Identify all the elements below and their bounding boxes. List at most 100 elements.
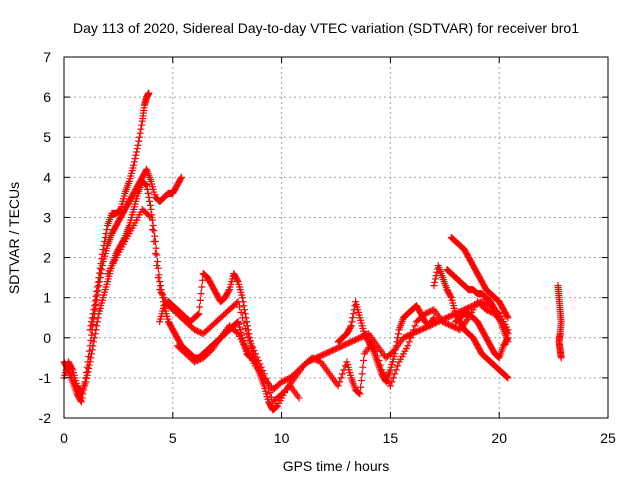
data-point <box>502 373 510 381</box>
data-point <box>146 201 154 209</box>
data-point <box>391 350 399 358</box>
data-point <box>156 278 164 286</box>
data-point <box>151 250 159 258</box>
data-point <box>237 308 245 316</box>
data-point <box>82 375 90 383</box>
data-point <box>96 278 104 286</box>
data-point <box>238 294 246 302</box>
data-point <box>244 322 252 330</box>
data-point <box>93 291 101 299</box>
data-point <box>347 322 355 330</box>
x-axis-label: GPS time / hours <box>283 458 390 474</box>
data-point <box>142 181 150 189</box>
data-point <box>90 338 98 346</box>
series-track-m <box>554 282 565 362</box>
data-point <box>148 225 156 233</box>
series-track-e <box>156 270 281 414</box>
data-point <box>100 242 108 250</box>
data-point <box>90 302 98 310</box>
data-point <box>154 274 162 282</box>
data-point <box>131 155 139 163</box>
data-point <box>98 250 106 258</box>
data-point <box>150 238 158 246</box>
data-point <box>405 338 413 346</box>
y-axis-label: SDTVAR / TECUs <box>6 182 22 294</box>
data-point <box>178 173 186 181</box>
data-point <box>149 221 157 229</box>
data-point <box>246 334 254 342</box>
data-point <box>90 334 98 342</box>
data-point <box>96 264 104 272</box>
data-point <box>137 125 145 133</box>
data-point <box>431 278 439 286</box>
data-point <box>430 314 438 322</box>
data-point <box>93 318 101 326</box>
y-tick-label: 1 <box>43 290 51 306</box>
x-tick-label: 10 <box>274 430 290 446</box>
series-track-k <box>447 234 512 322</box>
series-track-h <box>334 298 438 386</box>
data-point <box>133 145 141 153</box>
data-point <box>88 346 96 354</box>
data-point <box>233 276 241 284</box>
data-point <box>359 363 367 371</box>
data-point <box>154 258 162 266</box>
data-point <box>153 262 161 270</box>
data-point <box>356 390 364 398</box>
data-point <box>94 314 102 322</box>
data-point <box>198 283 206 291</box>
series-track-i <box>430 262 512 382</box>
data-point <box>132 151 140 159</box>
data-point <box>88 350 96 358</box>
data-point <box>87 354 95 362</box>
data-point <box>408 330 416 338</box>
data-point <box>411 322 419 330</box>
data-point <box>158 290 166 298</box>
data-point <box>394 330 402 338</box>
data-point <box>348 318 356 326</box>
data-point <box>95 274 103 282</box>
data-point <box>116 206 124 214</box>
data-point <box>96 269 104 277</box>
data-point <box>93 288 101 296</box>
data-point <box>236 303 244 311</box>
data-point <box>94 286 102 294</box>
data-point <box>85 361 93 369</box>
data-point <box>82 378 90 386</box>
data-point <box>430 282 438 290</box>
data-point <box>93 322 101 330</box>
series-track-j <box>443 266 512 346</box>
data-point <box>354 389 362 397</box>
data-point <box>98 255 106 263</box>
data-point <box>225 287 233 295</box>
data-point <box>153 251 161 259</box>
data-point <box>147 213 155 221</box>
y-tick-label: -2 <box>39 410 52 426</box>
data-point <box>78 394 86 402</box>
data-point <box>503 335 511 343</box>
data-point <box>196 296 204 304</box>
x-axis-ticks: 0 5 10 15 20 25 <box>60 57 616 446</box>
data-point <box>246 338 254 346</box>
data-point <box>85 365 93 373</box>
data-point <box>146 197 154 205</box>
data-point <box>115 207 123 215</box>
data-point <box>241 310 249 318</box>
data-point <box>199 276 207 284</box>
data-point <box>357 383 365 391</box>
data-point <box>90 306 98 314</box>
data-point <box>135 133 143 141</box>
data-point <box>494 312 502 320</box>
data-point <box>156 282 164 290</box>
data-point <box>386 382 394 390</box>
data-point <box>143 185 151 193</box>
data-point <box>134 141 142 149</box>
y-tick-label: 3 <box>43 209 51 225</box>
data-point <box>355 389 363 397</box>
data-point <box>83 371 91 379</box>
data-point <box>357 377 365 385</box>
y-tick-label: -1 <box>39 370 52 386</box>
data-point <box>130 161 138 169</box>
data-point <box>84 368 92 376</box>
data-point <box>347 323 355 331</box>
